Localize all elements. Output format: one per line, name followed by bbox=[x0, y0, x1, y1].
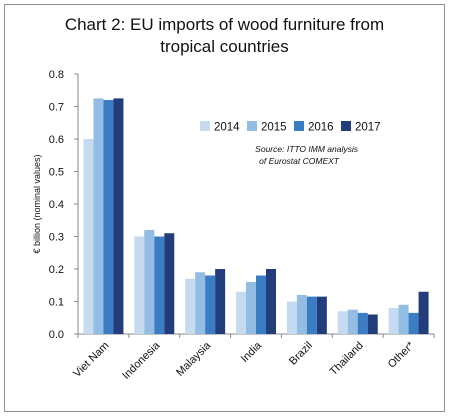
y-axis-label: € billion (nominal values) bbox=[32, 154, 42, 253]
bar-indonesia-2014 bbox=[134, 236, 145, 334]
bar-brazil-2017 bbox=[316, 296, 327, 334]
bar-indonesia-2015 bbox=[144, 230, 155, 334]
legend-swatch-2017 bbox=[341, 121, 351, 131]
bar-india-2014 bbox=[236, 291, 246, 334]
y-tick-labels: 0.0 0.1 0.2 0.3 0.4 0.5 0.6 0.7 0.8 bbox=[49, 69, 64, 341]
bar-viet-nam-2016 bbox=[103, 100, 114, 334]
chart-title-line-2: tropical countries bbox=[160, 37, 289, 56]
bar-malaysia-2016 bbox=[205, 275, 216, 334]
chart-bars bbox=[83, 98, 429, 334]
bar-viet-nam-2017 bbox=[113, 98, 124, 334]
bar-other-2014 bbox=[388, 308, 399, 334]
bar-other-2015 bbox=[398, 304, 409, 334]
bar-malaysia-2017 bbox=[215, 269, 226, 334]
source-note-line-2: of Eurostat COMEXT bbox=[259, 156, 340, 166]
bar-thailand-2015 bbox=[347, 309, 358, 334]
x-tick-labels: Viet Nam Indonesia Malaysia India Brazil Thai… bbox=[71, 339, 417, 382]
legend-label-2014: 2014 bbox=[214, 122, 240, 134]
bar-india-2016 bbox=[256, 275, 266, 334]
y-tick-label: 0.1 bbox=[49, 297, 64, 309]
bar-india-2015 bbox=[246, 282, 256, 334]
x-tick-label: Other* bbox=[386, 339, 417, 370]
bar-india-2017 bbox=[266, 269, 276, 334]
legend-swatch-2015 bbox=[247, 121, 257, 131]
bar-malaysia-2014 bbox=[185, 278, 196, 334]
source-note-line-1: Source: ITTO IMM analysis bbox=[255, 144, 359, 154]
bar-viet-nam-2014 bbox=[83, 139, 94, 334]
y-tick-label: 0.4 bbox=[49, 199, 64, 211]
legend-swatch-2014 bbox=[200, 121, 210, 131]
x-tick-label: Malaysia bbox=[174, 339, 214, 379]
y-tick-label: 0.7 bbox=[49, 102, 64, 114]
y-tick-label: 0.3 bbox=[49, 232, 64, 244]
legend-label-2017: 2017 bbox=[355, 122, 381, 134]
legend: 2014 2015 2016 2017 bbox=[200, 121, 381, 134]
x-tick-label: India bbox=[239, 339, 265, 365]
chart-title-line-1: Chart 2: EU imports of wood furniture fr… bbox=[64, 15, 385, 34]
bar-other-2016 bbox=[408, 312, 419, 334]
y-tick-label: 0.0 bbox=[49, 329, 64, 341]
bar-brazil-2015 bbox=[296, 295, 307, 334]
bar-brazil-2014 bbox=[286, 301, 297, 334]
y-tick-label: 0.2 bbox=[49, 264, 64, 276]
bar-other-2017 bbox=[418, 291, 429, 334]
bar-malaysia-2015 bbox=[195, 272, 206, 334]
bar-thailand-2016 bbox=[357, 312, 368, 334]
bar-thailand-2017 bbox=[367, 314, 378, 334]
legend-label-2015: 2015 bbox=[261, 122, 287, 134]
x-tick-label: Thailand bbox=[328, 340, 366, 378]
chart-title: Chart 2: EU imports of wood furniture fr… bbox=[4, 14, 445, 58]
legend-label-2016: 2016 bbox=[308, 122, 334, 134]
y-tick-label: 0.5 bbox=[49, 167, 64, 179]
bar-brazil-2016 bbox=[306, 296, 317, 334]
y-tick-label: 0.6 bbox=[49, 134, 64, 146]
x-tick-label: Viet Nam bbox=[71, 340, 111, 380]
bar-viet-nam-2015 bbox=[93, 98, 104, 334]
bar-indonesia-2016 bbox=[154, 236, 165, 334]
bar-thailand-2014 bbox=[337, 311, 348, 334]
x-tick-label: Brazil bbox=[287, 340, 315, 368]
x-tick-label: Indonesia bbox=[120, 339, 163, 382]
legend-swatch-2016 bbox=[294, 121, 304, 131]
y-tick-label: 0.8 bbox=[49, 69, 64, 81]
bar-indonesia-2017 bbox=[164, 233, 175, 334]
